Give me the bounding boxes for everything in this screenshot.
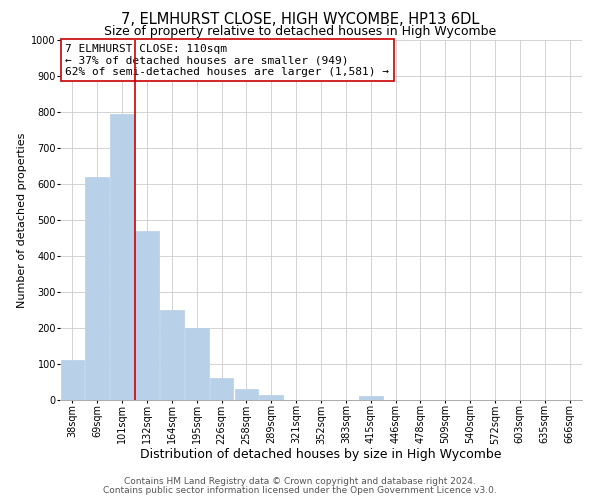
Y-axis label: Number of detached properties: Number of detached properties: [17, 132, 27, 308]
Bar: [259, 394, 283, 400]
Bar: [235, 389, 258, 400]
Text: Contains public sector information licensed under the Open Government Licence v3: Contains public sector information licen…: [103, 486, 497, 495]
Text: Contains HM Land Registry data © Crown copyright and database right 2024.: Contains HM Land Registry data © Crown c…: [124, 477, 476, 486]
X-axis label: Distribution of detached houses by size in High Wycombe: Distribution of detached houses by size …: [140, 448, 502, 461]
Bar: [185, 328, 209, 400]
Bar: [160, 310, 184, 400]
Bar: [210, 378, 233, 400]
Bar: [135, 231, 159, 400]
Text: Size of property relative to detached houses in High Wycombe: Size of property relative to detached ho…: [104, 25, 496, 38]
Bar: [61, 360, 84, 400]
Bar: [110, 114, 134, 400]
Bar: [359, 396, 383, 400]
Bar: [85, 177, 109, 400]
Text: 7, ELMHURST CLOSE, HIGH WYCOMBE, HP13 6DL: 7, ELMHURST CLOSE, HIGH WYCOMBE, HP13 6D…: [121, 12, 479, 28]
Text: 7 ELMHURST CLOSE: 110sqm
← 37% of detached houses are smaller (949)
62% of semi-: 7 ELMHURST CLOSE: 110sqm ← 37% of detach…: [65, 44, 389, 77]
